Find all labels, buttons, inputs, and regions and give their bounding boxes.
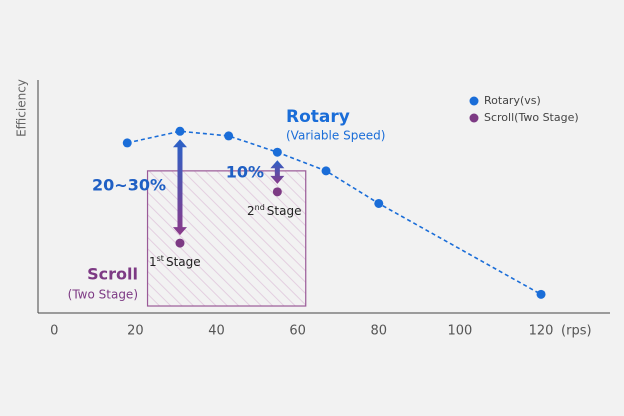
x-tick-label: 60 <box>289 324 306 339</box>
legend-label: Scroll(Two Stage) <box>484 111 579 124</box>
legend-label: Rotary(vs) <box>484 94 541 107</box>
y-axis-label: Efficiency <box>15 79 29 137</box>
difference-arrow <box>270 160 285 184</box>
stage-word: Stage <box>166 255 201 269</box>
stage-label: 2nd Stage <box>247 203 301 218</box>
data-point <box>175 126 185 136</box>
x-tick-label: 0 <box>50 324 58 339</box>
x-tick-label: 120 <box>529 324 554 339</box>
stage-suffix: st <box>157 254 164 263</box>
legend-marker <box>469 113 479 123</box>
x-tick-label: 40 <box>208 324 225 339</box>
stage-suffix: nd <box>255 203 265 212</box>
data-point <box>224 131 234 141</box>
data-point <box>272 147 282 157</box>
data-point <box>374 198 384 208</box>
legend-marker <box>469 96 479 106</box>
scroll-region <box>146 170 307 307</box>
difference-arrow <box>172 139 187 236</box>
stage-label: 1st Stage <box>149 254 201 269</box>
gap-label: 20~30% <box>92 176 166 195</box>
x-tick-label: 20 <box>127 324 144 339</box>
stage-ordinal: 1 <box>149 255 157 269</box>
x-tick-label: 100 <box>447 324 472 339</box>
arrow-shape <box>172 139 187 236</box>
stage-ordinal: 2 <box>247 204 255 218</box>
x-unit: (rps) <box>561 324 592 339</box>
x-tick-label: 80 <box>370 324 387 339</box>
rotary-subtitle: (Variable Speed) <box>286 129 385 143</box>
scroll-title: Scroll <box>87 265 138 284</box>
data-point <box>272 187 282 197</box>
data-point <box>175 238 185 248</box>
scroll-subtitle: (Two Stage) <box>68 288 138 302</box>
gap-label: 10% <box>226 163 264 182</box>
stage-word: Stage <box>267 204 302 218</box>
arrow-shape <box>270 160 285 184</box>
data-point <box>536 289 546 299</box>
rotary-title: Rotary <box>286 107 350 127</box>
data-point <box>321 166 331 176</box>
data-point <box>122 138 132 148</box>
